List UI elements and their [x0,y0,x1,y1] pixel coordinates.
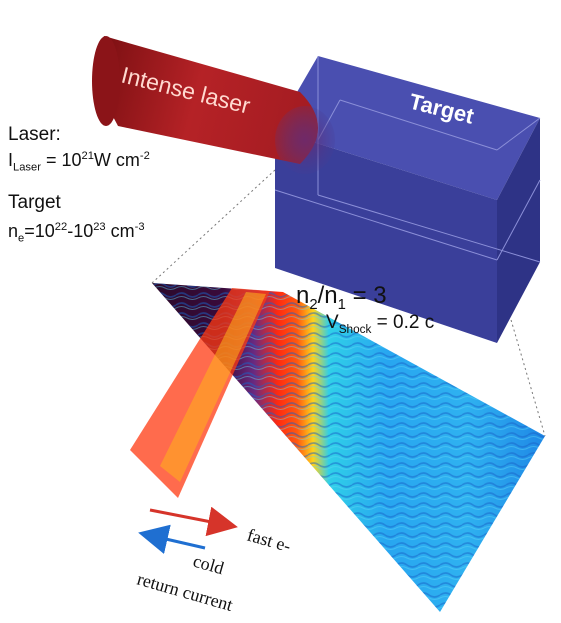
target-density: ne=1022-1023 cm-3 [8,221,145,245]
fast-electron-label: fast e- [245,525,293,556]
cold-label: cold [191,551,226,579]
laser-params-title: Laser: [8,124,61,145]
projection-lines [151,169,546,437]
shock-velocity: VShock = 0.2 c [326,312,435,336]
laser-beam [92,36,335,174]
fast-electron-arrow [149,506,238,537]
simulation-plane [130,283,545,612]
return-current-arrow [138,524,206,554]
target-box [274,56,541,343]
current-arrows [138,506,238,554]
laser-intensity: ILaser = 1021W cm-2 [8,150,150,174]
density-ratio: n2/n1 = 3 [296,282,387,313]
target-params-title: Target [8,192,61,213]
